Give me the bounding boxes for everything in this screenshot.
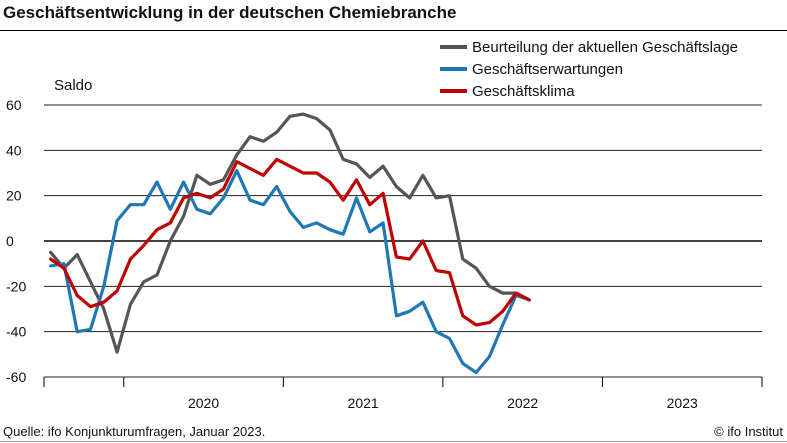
legend-label: Geschäftserwartungen xyxy=(472,61,623,78)
y-axis-title: Saldo xyxy=(54,77,92,94)
series-line-1 xyxy=(48,112,531,354)
chart-title: Geschäftsentwicklung in der deutschen Ch… xyxy=(3,3,457,22)
x-tick-label: 2021 xyxy=(348,395,379,411)
y-tick-label: 60 xyxy=(6,97,22,113)
legend-label: Beurteilung der aktuellen Geschäftslage xyxy=(472,39,738,56)
y-tick-label: 0 xyxy=(6,233,14,249)
y-tick-label: -60 xyxy=(6,369,26,385)
legend-label: Geschäftsklima xyxy=(472,83,575,100)
series-line-2 xyxy=(48,169,531,375)
x-tick-label: 2023 xyxy=(667,395,698,411)
bottom-divider xyxy=(0,441,787,442)
source-note: Quelle: ifo Konjunkturumfragen, Januar 2… xyxy=(3,424,266,439)
x-tick-label: 2020 xyxy=(188,395,219,411)
series-line-3 xyxy=(48,157,531,327)
y-tick-label: 20 xyxy=(6,188,22,204)
y-tick-label: -40 xyxy=(6,324,26,340)
title-divider xyxy=(0,30,787,31)
x-tick-label: 2022 xyxy=(507,395,538,411)
y-tick-label: 40 xyxy=(6,142,22,158)
y-tick-label: -20 xyxy=(6,278,26,294)
copyright-note: © ifo Institut xyxy=(714,424,783,439)
chart-canvas: 60 40 20 0 -20 -40 -60 2020 2021 2022 2023 Beurte… xyxy=(6,39,763,411)
